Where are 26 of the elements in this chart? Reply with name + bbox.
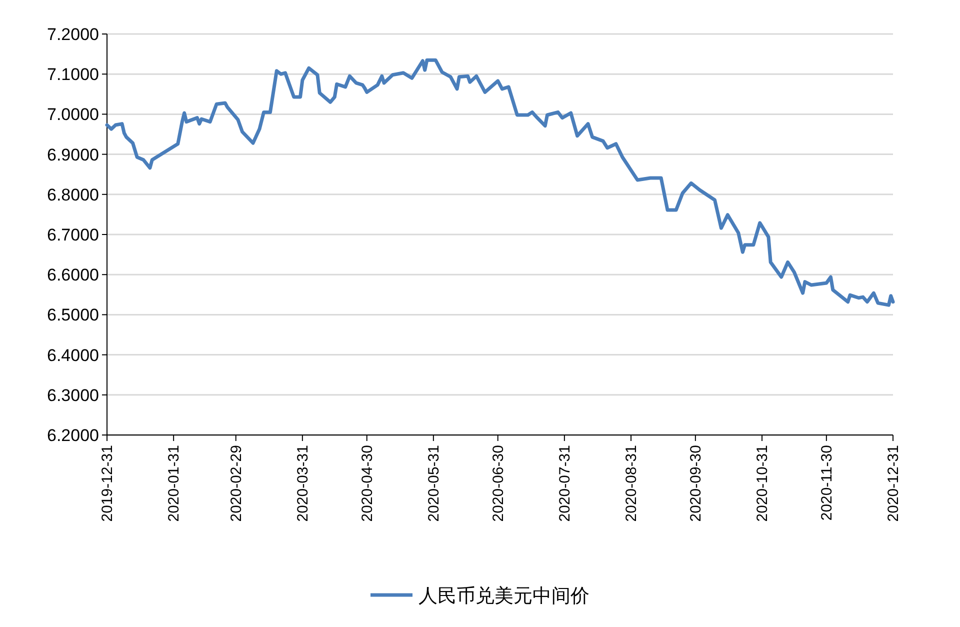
y-tick-label: 6.9000: [47, 145, 99, 164]
y-tick-label: 6.6000: [47, 266, 99, 285]
y-tick-label: 6.7000: [47, 226, 99, 244]
line-series: [105, 58, 895, 307]
x-tick-label: 2020-03-31: [294, 445, 312, 522]
x-tick-label: 2020-09-30: [687, 445, 704, 522]
x-tick-label: 2020-07-31: [556, 445, 574, 522]
y-tick-label: 6.4000: [47, 346, 99, 365]
x-tick-label: 2020-04-30: [358, 445, 376, 522]
x-tick-label: 2020-05-31: [425, 445, 442, 522]
y-tick-label: 6.2000: [47, 426, 99, 445]
x-tick-label: 2020-02-29: [228, 445, 245, 522]
y-tick-label: 6.5000: [47, 306, 99, 325]
x-tick-label: 2020-10-31: [754, 445, 771, 522]
y-tick-label: 7.2000: [47, 25, 99, 44]
y-tick-label: 6.3000: [47, 386, 99, 405]
x-tick-label: 2020-06-30: [490, 445, 507, 522]
y-tick-label: 7.1000: [47, 65, 99, 84]
x-tick-label: 2020-11-30: [818, 445, 836, 521]
x-tick-label: 2020-01-31: [166, 445, 183, 522]
y-tick-label: 7.0000: [47, 105, 99, 124]
legend-label: 人民币兑美元中间价: [418, 585, 590, 607]
x-tick-label: 2019-12-31: [99, 445, 116, 522]
y-tick-label: 6.8000: [47, 185, 99, 204]
x-tick-label: 2020-12-31: [885, 445, 902, 522]
x-tick-label: 2020-08-31: [623, 445, 640, 522]
